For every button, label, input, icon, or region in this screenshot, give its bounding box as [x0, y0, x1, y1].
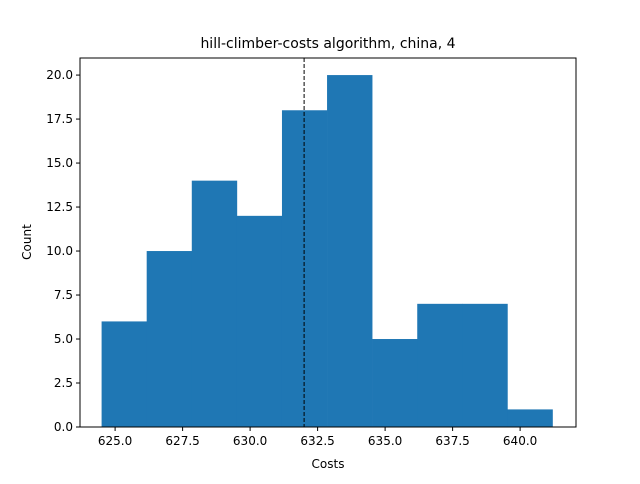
x-axis-label: Costs: [312, 457, 345, 471]
x-tick-label: 635.0: [368, 434, 402, 448]
x-tick-label: 625.0: [98, 434, 132, 448]
bar: [327, 75, 373, 428]
y-tick-label: 17.5: [46, 112, 73, 126]
x-tick-label: 637.5: [435, 434, 469, 448]
chart-title: hill-climber-costs algorithm, china, 4: [200, 36, 455, 52]
x-tick-label: 630.0: [233, 434, 267, 448]
bar: [507, 409, 553, 427]
bar: [417, 303, 463, 427]
bar: [372, 339, 418, 427]
y-tick-label: 5.0: [54, 332, 73, 346]
y-tick-label: 12.5: [46, 200, 73, 214]
bar: [146, 251, 193, 427]
bar: [281, 110, 328, 427]
bar: [101, 321, 147, 427]
y-tick-label: 0.0: [54, 420, 73, 434]
bar: [236, 215, 283, 427]
plot-frame: [79, 57, 577, 428]
x-tick-label: 627.5: [165, 434, 199, 448]
x-tick-label: 640.0: [503, 434, 537, 448]
y-axis-label: Count: [20, 224, 34, 260]
y-tick-label: 7.5: [54, 288, 73, 302]
y-tick-label: 2.5: [54, 376, 73, 390]
x-tick-label: 632.5: [300, 434, 334, 448]
y-tick-label: 10.0: [46, 244, 73, 258]
y-tick-label: 20.0: [46, 68, 73, 82]
bar: [462, 303, 508, 427]
y-tick-label: 15.0: [46, 156, 73, 170]
bar: [191, 180, 238, 427]
